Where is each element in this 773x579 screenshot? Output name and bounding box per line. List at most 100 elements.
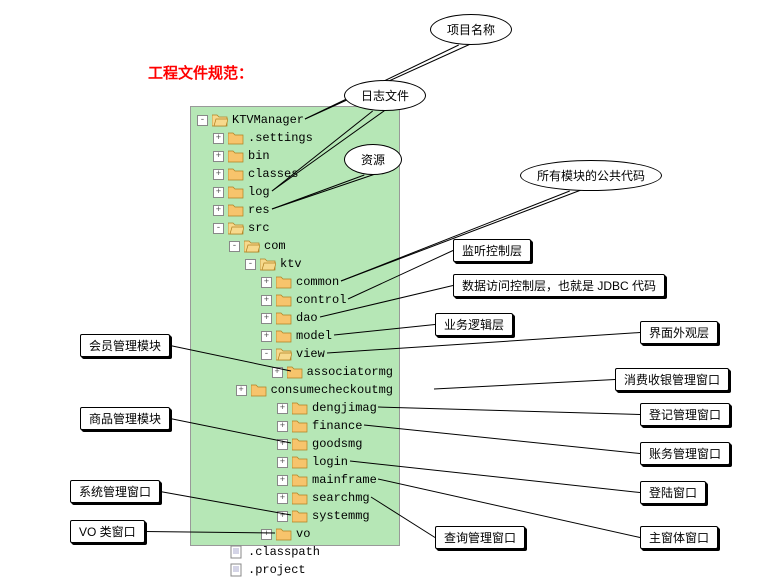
node-label: src xyxy=(248,221,270,235)
folder-closed-icon xyxy=(276,329,292,343)
tree-node-dao[interactable]: + dao xyxy=(197,309,393,327)
folder-closed-icon xyxy=(292,509,308,523)
toggle-icon[interactable]: + xyxy=(213,169,224,180)
file-icon xyxy=(228,545,244,559)
node-label: finance xyxy=(312,419,362,433)
folder-closed-icon xyxy=(292,401,308,415)
node-label: dao xyxy=(296,311,318,325)
tree-node-root[interactable]: -KTVManager xyxy=(197,111,393,129)
folder-closed-icon xyxy=(228,149,244,163)
callout-c-view: 界面外观层 xyxy=(640,321,718,344)
toggle-icon[interactable]: + xyxy=(261,295,272,306)
folder-closed-icon xyxy=(292,419,308,433)
callout-c-consume: 消费收银管理窗口 xyxy=(615,368,729,391)
toggle-icon[interactable]: + xyxy=(277,493,288,504)
callout-c-vo: VO 类窗口 xyxy=(70,520,145,543)
folder-closed-icon xyxy=(292,491,308,505)
node-label: com xyxy=(264,239,286,253)
callout-c-projname: 项目名称 xyxy=(430,14,512,45)
toggle-icon[interactable]: + xyxy=(277,403,288,414)
folder-closed-icon xyxy=(228,167,244,181)
toggle-icon[interactable]: + xyxy=(277,439,288,450)
node-label: control xyxy=(296,293,346,307)
toggle-icon[interactable]: + xyxy=(277,421,288,432)
toggle-icon[interactable]: - xyxy=(213,223,224,234)
tree-node-ktv[interactable]: - ktv xyxy=(197,255,393,273)
file-tree: -KTVManager+.settings+bin+classes+log+re… xyxy=(197,111,393,541)
node-label: mainframe xyxy=(312,473,377,487)
tree-node-searchmg[interactable]: +searchmg xyxy=(197,489,393,507)
folder-open-icon xyxy=(228,221,244,235)
node-label: bin xyxy=(248,149,270,163)
tree-node-common[interactable]: +common xyxy=(197,273,393,291)
toggle-icon[interactable]: + xyxy=(277,511,288,522)
toggle-icon[interactable]: - xyxy=(197,115,208,126)
file-icon xyxy=(228,563,244,577)
folder-closed-icon xyxy=(228,203,244,217)
toggle-icon[interactable]: - xyxy=(229,241,240,252)
callout-c-login: 登陆窗口 xyxy=(640,481,706,504)
toggle-icon[interactable]: + xyxy=(261,529,272,540)
toggle-icon[interactable]: - xyxy=(261,349,272,360)
node-label: consumecheckoutmg xyxy=(271,383,393,397)
node-label: .settings xyxy=(248,131,313,145)
callout-c-res: 资源 xyxy=(344,144,402,175)
toggle-icon[interactable]: + xyxy=(261,331,272,342)
tree-node-view[interactable]: - view xyxy=(197,345,393,363)
folder-closed-icon xyxy=(228,131,244,145)
node-label: systemmg xyxy=(312,509,370,523)
callout-c-system: 系统管理窗口 xyxy=(70,480,160,503)
node-label: .project xyxy=(248,563,306,577)
callout-c-model: 业务逻辑层 xyxy=(435,313,513,336)
node-label: login xyxy=(312,455,348,469)
toggle-icon[interactable]: + xyxy=(272,367,283,378)
folder-closed-icon xyxy=(228,185,244,199)
tree-node-consumecheckoutmg[interactable]: + consumecheckoutmg xyxy=(197,381,393,399)
tree-node-dengjimag[interactable]: +dengjimag xyxy=(197,399,393,417)
tree-node-goodsmg[interactable]: +goodsmg xyxy=(197,435,393,453)
node-label: classes xyxy=(248,167,298,181)
folder-open-icon xyxy=(212,113,228,127)
tree-node-systemmg[interactable]: + systemmg xyxy=(197,507,393,525)
tree-node-associatormg[interactable]: +associatormg xyxy=(197,363,393,381)
node-label: ktv xyxy=(280,257,302,271)
folder-closed-icon xyxy=(276,527,292,541)
tree-node-login[interactable]: + login xyxy=(197,453,393,471)
callout-c-finance: 账务管理窗口 xyxy=(640,442,730,465)
tree-node-classpath[interactable]: .classpath xyxy=(197,543,393,561)
tree-node-res[interactable]: + res xyxy=(197,201,393,219)
toggle-icon[interactable]: + xyxy=(213,133,224,144)
tree-node-finance[interactable]: + finance xyxy=(197,417,393,435)
folder-closed-icon xyxy=(292,437,308,451)
tree-node-vo[interactable]: +vo xyxy=(197,525,393,543)
folder-open-icon xyxy=(276,347,292,361)
node-label: res xyxy=(248,203,270,217)
tree-node-control[interactable]: + control xyxy=(197,291,393,309)
node-label: view xyxy=(296,347,325,361)
callout-c-search: 查询管理窗口 xyxy=(435,526,525,549)
callout-c-dao: 数据访问控制层，也就是 JDBC 代码 xyxy=(453,274,665,297)
callout-c-common: 所有模块的公共代码 xyxy=(520,160,662,191)
toggle-icon[interactable]: + xyxy=(213,187,224,198)
folder-open-icon xyxy=(244,239,260,253)
folder-closed-icon xyxy=(292,455,308,469)
folder-closed-icon xyxy=(251,383,267,397)
node-label: model xyxy=(296,329,332,343)
node-label: .classpath xyxy=(248,545,320,559)
toggle-icon[interactable]: + xyxy=(261,277,272,288)
folder-closed-icon xyxy=(276,293,292,307)
toggle-icon[interactable]: + xyxy=(261,313,272,324)
tree-node-mainframe[interactable]: + mainframe xyxy=(197,471,393,489)
toggle-icon[interactable]: + xyxy=(236,385,247,396)
toggle-icon[interactable]: + xyxy=(277,457,288,468)
tree-node-model[interactable]: + model xyxy=(197,327,393,345)
callout-c-goods: 商品管理模块 xyxy=(80,407,170,430)
tree-node-project[interactable]: .project xyxy=(197,561,393,579)
tree-node-log[interactable]: +log xyxy=(197,183,393,201)
toggle-icon[interactable]: + xyxy=(213,205,224,216)
tree-node-src[interactable]: - src xyxy=(197,219,393,237)
tree-node-com[interactable]: - com xyxy=(197,237,393,255)
toggle-icon[interactable]: + xyxy=(213,151,224,162)
toggle-icon[interactable]: + xyxy=(277,475,288,486)
toggle-icon[interactable]: - xyxy=(245,259,256,270)
